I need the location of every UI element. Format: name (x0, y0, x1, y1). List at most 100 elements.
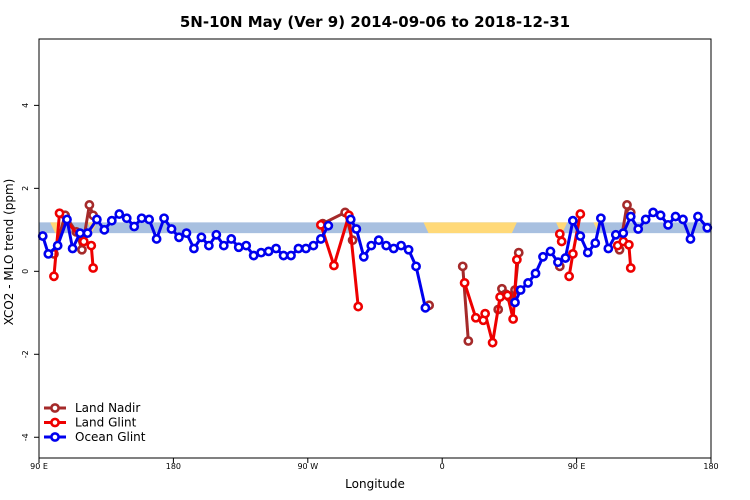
data-point (67, 243, 78, 254)
data-point (88, 263, 99, 273)
data-point (99, 224, 110, 235)
data-point (622, 200, 632, 210)
data-point (345, 214, 356, 225)
data-point (567, 215, 578, 226)
y-tick-label: -2 (21, 350, 30, 358)
legend-marker (50, 432, 60, 442)
data-point (75, 228, 85, 239)
data-point (508, 314, 519, 324)
data-point (77, 244, 87, 255)
data-point (457, 261, 468, 272)
data-point (241, 240, 252, 251)
series-land-glint (49, 208, 636, 348)
data-point (582, 247, 593, 258)
x-tick-label: 180 (166, 462, 181, 471)
data-point (610, 229, 621, 240)
data-point (315, 234, 326, 244)
data-point (226, 234, 237, 244)
data-point (648, 207, 659, 218)
y-tick-label: 2 (21, 186, 30, 191)
data-point (396, 240, 407, 251)
data-point (480, 308, 491, 319)
data-point (560, 253, 571, 263)
data-point (82, 228, 93, 239)
data-point (693, 211, 703, 222)
data-point (218, 240, 229, 251)
chart-title: 5N-10N May (Ver 9) 2014-09-06 to 2018-12… (180, 13, 570, 31)
data-point (106, 215, 117, 226)
data-point (121, 213, 132, 224)
data-point (510, 297, 520, 308)
series-line (461, 266, 470, 342)
data-point (640, 214, 651, 225)
data-point (511, 254, 522, 265)
x-tick-label: 180 (703, 462, 718, 471)
y-tick-label: -4 (21, 433, 30, 441)
data-point (189, 243, 199, 254)
data-point (623, 239, 634, 250)
data-point (358, 251, 369, 262)
data-point (388, 243, 399, 254)
x-tick-label: 90 E (568, 462, 586, 471)
data-point (590, 238, 601, 249)
data-point (86, 240, 97, 251)
data-point (381, 240, 392, 251)
data-point (625, 263, 636, 273)
data-point (470, 312, 481, 323)
data-point (495, 292, 505, 302)
x-tick-label: 0 (440, 462, 445, 471)
data-point (554, 229, 565, 239)
data-point (655, 210, 666, 221)
data-point (166, 224, 177, 234)
y-tick-label: 4 (21, 103, 30, 108)
data-point (278, 250, 289, 261)
data-point (43, 248, 54, 259)
data-point (49, 271, 59, 282)
data-point (315, 219, 326, 230)
legend-label: Land Glint (75, 416, 137, 430)
data-point (618, 228, 629, 239)
data-point (463, 336, 474, 346)
data-point (595, 213, 606, 224)
legend-item: Ocean Glint (44, 430, 146, 444)
data-point (211, 229, 222, 240)
data-point (575, 209, 586, 219)
data-point (181, 228, 192, 239)
legend-item: Land Nadir (44, 401, 140, 415)
legend-item: Land Glint (44, 416, 137, 430)
data-point (159, 213, 169, 224)
data-point (196, 232, 207, 243)
legend-marker (50, 417, 60, 428)
data-point (151, 234, 162, 244)
plot-frame (38, 38, 712, 459)
series-ocean-glint (37, 207, 713, 313)
band-ocean (39, 222, 711, 234)
data-point (545, 246, 556, 257)
data-point (702, 222, 713, 233)
data-point (487, 337, 498, 348)
data-point (271, 243, 281, 254)
data-point (459, 278, 470, 288)
data-point (530, 268, 541, 279)
data-point (403, 244, 414, 255)
data-point (174, 232, 184, 243)
data-point (353, 301, 364, 312)
legend-label: Land Nadir (75, 401, 140, 415)
data-point (308, 240, 319, 251)
data-point (538, 251, 548, 262)
data-point (54, 208, 65, 219)
data-point (575, 231, 586, 241)
legend-marker (50, 403, 60, 413)
series-layer (37, 200, 713, 348)
data-point (329, 260, 339, 271)
data-point (84, 200, 95, 210)
x-axis: 90 E 180 90 W 0 90 E 180 (30, 458, 719, 471)
data-point (373, 235, 384, 246)
data-point (91, 214, 102, 225)
data-point (670, 211, 681, 222)
series-line (463, 259, 519, 345)
data-point (523, 278, 533, 288)
data-point (663, 219, 673, 230)
